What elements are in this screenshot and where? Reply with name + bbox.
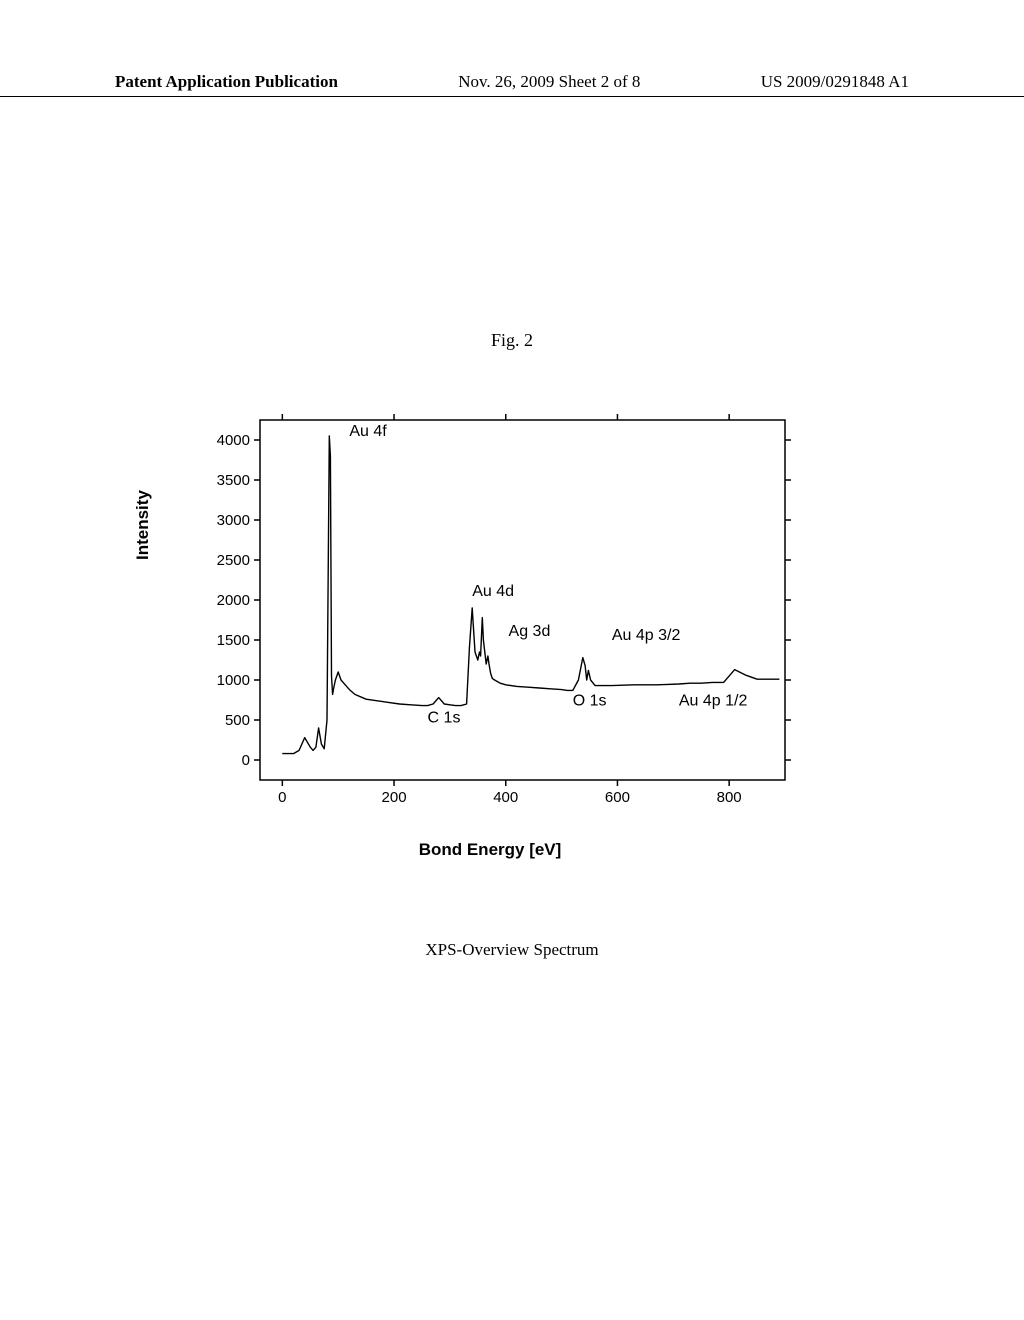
header-left: Patent Application Publication (115, 72, 338, 92)
y-tick-label: 1500 (217, 632, 250, 649)
figure-caption: XPS-Overview Spectrum (0, 940, 1024, 960)
y-tick-label: 0 (242, 752, 250, 769)
peak-label: Au 4d (472, 583, 514, 600)
y-tick-label: 2500 (217, 552, 250, 569)
peak-label: Ag 3d (509, 623, 551, 640)
xps-spectrum-chart: 0 200 400 600 800 0 500 1000 1500 2000 2500 3000 350… (175, 410, 805, 830)
x-axis-title: Bond Energy [eV] (175, 840, 805, 860)
x-tick-label: 400 (493, 789, 518, 806)
x-tick-label: 0 (278, 789, 286, 806)
y-tick-label: 1000 (217, 672, 250, 689)
peak-label: O 1s (573, 693, 607, 710)
y-tick-label: 2000 (217, 592, 250, 609)
plot-frame (260, 420, 785, 780)
x-tick-label: 200 (382, 789, 407, 806)
y-tick-label: 4000 (217, 432, 250, 449)
header-center: Nov. 26, 2009 Sheet 2 of 8 (458, 72, 640, 92)
peak-label: Au 4f (349, 423, 387, 440)
x-tick-label: 800 (717, 789, 742, 806)
peak-label: C 1s (428, 709, 461, 726)
patent-page-header: Patent Application Publication Nov. 26, … (0, 72, 1024, 97)
peak-label: Au 4p 3/2 (612, 627, 681, 644)
y-tick-label: 3000 (217, 512, 250, 529)
y-axis-title: Intensity (133, 490, 153, 560)
x-tick-label: 600 (605, 789, 630, 806)
header-right: US 2009/0291848 A1 (761, 72, 909, 92)
peak-label: Au 4p 1/2 (679, 693, 748, 710)
figure-number-label: Fig. 2 (0, 330, 1024, 351)
chart-svg: 0 200 400 600 800 0 500 1000 1500 2000 2500 3000 350… (175, 410, 805, 830)
y-tick-label: 3500 (217, 472, 250, 489)
y-tick-label: 500 (225, 712, 250, 729)
